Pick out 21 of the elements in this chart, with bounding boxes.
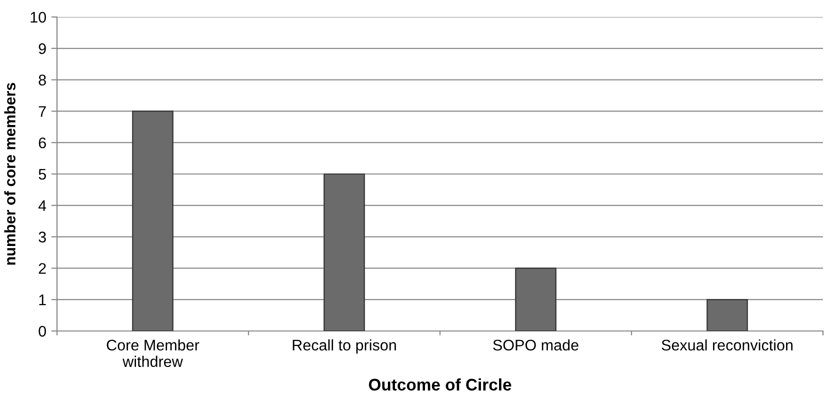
- x-tick-label: SOPO made: [493, 339, 578, 351]
- y-tick-label: 6: [38, 137, 46, 148]
- x-tick-label: Sexual reconviction: [662, 339, 792, 351]
- y-tick-label: 9: [38, 43, 46, 54]
- x-tick-label: Recall to prison: [292, 339, 396, 354]
- y-tick-label: 5: [38, 169, 46, 180]
- y-tick-label: 3: [38, 232, 46, 242]
- y-tick-label: 8: [38, 74, 46, 86]
- y-tick-label: 10: [30, 12, 46, 23]
- bar: [132, 110, 174, 331]
- y-tick-label: 7: [38, 106, 46, 117]
- y-axis-title: number of core members: [4, 82, 16, 265]
- bar: [324, 173, 365, 331]
- y-tick-label: 0: [38, 326, 46, 337]
- x-axis-title: Outcome of Circle: [368, 378, 512, 391]
- y-tick-label: 1: [39, 294, 46, 306]
- y-tick-label: 2: [38, 263, 46, 274]
- x-tick-label: Core Member withdrew: [106, 339, 200, 368]
- bar: [515, 268, 556, 331]
- bar: [706, 299, 748, 331]
- y-tick-label: 4: [38, 200, 46, 211]
